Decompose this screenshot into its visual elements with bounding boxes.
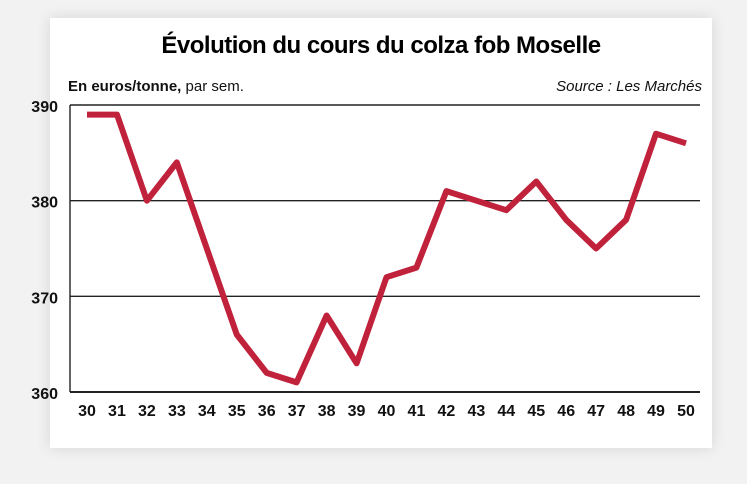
x-tick-label-45: 45 <box>527 403 545 420</box>
x-tick-label-32: 32 <box>138 403 156 420</box>
x-tick-label-42: 42 <box>438 403 456 420</box>
x-tick-label-43: 43 <box>467 403 485 420</box>
y-tick-label-360: 360 <box>31 386 58 403</box>
unit-label: En euros/tonne, par sem. <box>68 78 244 95</box>
chart-title: Évolution du cours du colza fob Moselle <box>161 32 601 59</box>
unit-label-rest: par sem. <box>181 78 244 95</box>
y-tick-label-380: 380 <box>31 195 58 212</box>
x-tick-label-36: 36 <box>258 403 276 420</box>
x-tick-label-30: 30 <box>78 403 96 420</box>
unit-label-bold: En euros/tonne, <box>68 78 182 95</box>
x-tick-label-34: 34 <box>198 403 216 420</box>
x-tick-label-41: 41 <box>408 403 426 420</box>
y-tick-label-390: 390 <box>31 99 58 116</box>
x-tick-label-44: 44 <box>497 403 515 420</box>
y-tick-label-370: 370 <box>31 290 58 307</box>
x-tick-label-39: 39 <box>348 403 366 420</box>
x-tick-label-38: 38 <box>318 403 336 420</box>
chart-card: Évolution du cours du colza fob Moselle … <box>50 18 712 448</box>
x-tick-label-35: 35 <box>228 403 246 420</box>
x-tick-label-48: 48 <box>617 403 635 420</box>
x-tick-label-33: 33 <box>168 403 186 420</box>
cropped-article-text <box>0 456 747 484</box>
x-tick-label-49: 49 <box>647 403 665 420</box>
x-tick-label-47: 47 <box>587 403 605 420</box>
source-label: Source : Les Marchés <box>556 78 702 95</box>
x-tick-label-50: 50 <box>677 403 695 420</box>
x-tick-label-37: 37 <box>288 403 306 420</box>
x-tick-label-46: 46 <box>557 403 575 420</box>
x-tick-label-31: 31 <box>108 403 126 420</box>
x-tick-label-40: 40 <box>378 403 396 420</box>
